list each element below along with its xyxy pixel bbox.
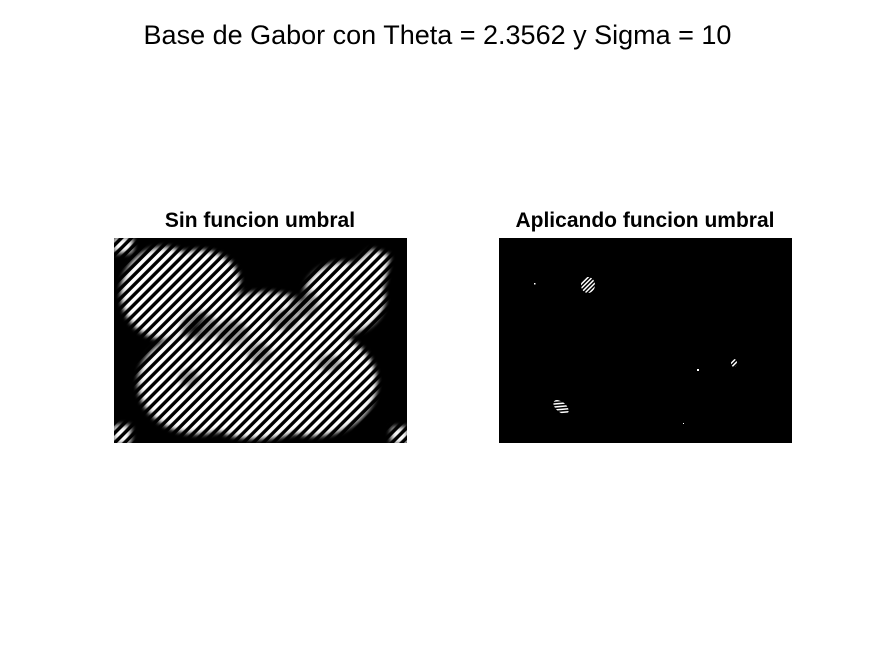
- subplot-title-left: Sin funcion umbral: [164, 209, 356, 232]
- figure-title: Base de Gabor con Theta = 2.3562 y Sigma…: [143, 20, 732, 50]
- subplot-title-right: Aplicando funcion umbral: [515, 209, 775, 232]
- blob: [697, 369, 699, 371]
- subplot-thresholded: Aplicando funcion umbral: [495, 207, 795, 443]
- gabor-response-image: [114, 238, 407, 443]
- gabor-response-svg: [114, 238, 407, 443]
- subplot-unthresholded: Sin funcion umbral: [110, 207, 410, 443]
- blob: [731, 359, 737, 367]
- blob: [581, 277, 595, 293]
- blob: [534, 283, 536, 285]
- blob: [553, 400, 569, 414]
- blob: [683, 423, 684, 424]
- thresholded-image: [499, 238, 792, 443]
- thresholded-svg: [499, 238, 792, 443]
